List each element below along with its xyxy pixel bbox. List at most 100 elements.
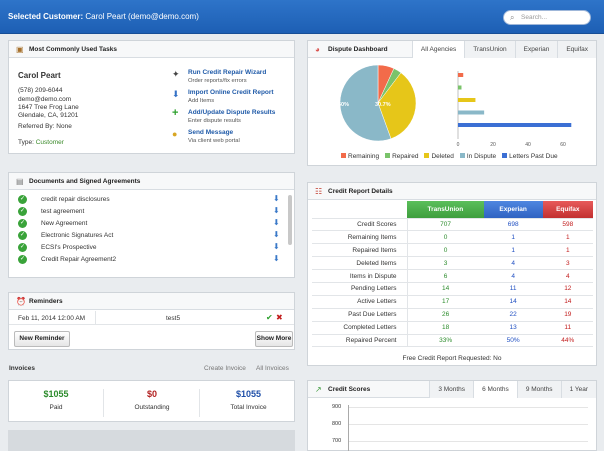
document-name[interactable]: ECSI's Prospective: [41, 244, 97, 251]
tab-3-months[interactable]: 3 Months: [429, 381, 474, 398]
score-tick-900: 900: [332, 404, 342, 410]
tasks-panel: ▣ Most Commonly Used Tasks Carol Peart (…: [8, 40, 295, 154]
customer-type: Type: Customer: [18, 139, 64, 146]
table-row: Deleted Items 3 4 3: [312, 256, 593, 271]
tab-equifax[interactable]: Equifax: [557, 41, 596, 58]
download-icon[interactable]: ⬇: [273, 218, 280, 227]
check-icon: ✓: [18, 195, 27, 204]
tab-1-year[interactable]: 1 Year: [560, 381, 596, 398]
experian-value: 14: [483, 295, 543, 309]
download-icon[interactable]: ⬇: [273, 206, 280, 215]
equifax-value: 11: [542, 321, 593, 335]
experian-value: 11: [483, 282, 543, 296]
row-label: Active Letters: [312, 295, 408, 309]
list-item[interactable]: ✓ Electronic Signatures Act ⬇: [18, 230, 288, 243]
legend-label: Remaining: [348, 153, 380, 160]
list-item[interactable]: ✓ test agreement ⬇: [18, 206, 288, 219]
list-item[interactable]: ✓ credit repair disclosures ⬇: [18, 194, 288, 207]
search-placeholder: Search...: [521, 14, 548, 21]
row-label: Deleted Items: [312, 256, 408, 271]
check-icon: ✓: [18, 207, 27, 216]
experian-value: 1: [483, 243, 543, 258]
free-report-status: Free Credit Report Requested: No: [402, 355, 502, 362]
credit-report-title: Credit Report Details: [328, 188, 393, 195]
legend-swatch: [341, 153, 346, 158]
task-subtitle: Enter dispute results: [188, 118, 241, 124]
create-invoice-link[interactable]: Create Invoice: [204, 365, 246, 372]
row-label: Pending Letters: [312, 282, 408, 296]
dispute-charts: 50% 30.7% 0 20 40 60: [338, 64, 572, 148]
equifax-value: 44%: [542, 334, 593, 348]
complete-reminder-icon[interactable]: ✔: [266, 313, 273, 322]
invoices-title: Invoices: [9, 365, 36, 372]
total-amount: $1055: [235, 389, 262, 399]
new-reminder-button[interactable]: New Reminder: [14, 331, 70, 347]
column-experian: Experian: [483, 201, 543, 219]
download-icon[interactable]: ⬇: [273, 230, 280, 239]
download-icon[interactable]: ⬇: [273, 254, 280, 263]
plus-icon: +: [172, 107, 179, 119]
document-name[interactable]: test agreement: [41, 208, 85, 215]
tab-experian[interactable]: Experian: [514, 41, 558, 58]
document-name[interactable]: Electronic Signatures Act: [41, 232, 114, 239]
list-item[interactable]: ✓ Credit Repair Agreement2 ⬇: [18, 254, 288, 267]
documents-scrollbar[interactable]: [288, 195, 292, 245]
show-more-button[interactable]: Show More: [255, 331, 293, 347]
task-title[interactable]: Send Message: [188, 129, 234, 136]
download-icon[interactable]: ⬇: [273, 242, 280, 251]
line-chart-icon: ↗: [315, 385, 322, 394]
legend-label: Letters Past Due: [509, 153, 558, 160]
tab-all-agencies[interactable]: All Agencies: [411, 41, 465, 58]
table-row: Active Letters 17 14 14: [312, 295, 593, 309]
check-icon: ✓: [18, 219, 27, 228]
dispute-pie-chart: [339, 64, 417, 142]
pie-chart-icon: ◕: [315, 45, 320, 54]
bar-tick-label: 40: [525, 142, 531, 148]
table-row: Completed Letters 18 13 11: [312, 321, 593, 335]
score-tick-700: 700: [332, 438, 342, 444]
document-name[interactable]: New Agreement: [41, 220, 88, 227]
legend-label: Deleted: [431, 153, 454, 160]
tab-transunion[interactable]: TransUnion: [464, 41, 515, 58]
bar-axis-ticks: 0 20 40 60: [457, 142, 566, 148]
column-transunion: TransUnion: [407, 201, 484, 219]
task-title[interactable]: Add/Update Dispute Results: [188, 109, 276, 116]
transunion-value: 33%: [407, 334, 484, 348]
list-item[interactable]: ✓ New Agreement ⬇: [18, 218, 288, 231]
reminder-divider: [95, 311, 96, 325]
paid-amount: $1055: [43, 389, 69, 399]
task-title[interactable]: Run Credit Repair Wizard: [188, 69, 267, 76]
customer-email: demo@demo.com: [18, 96, 72, 103]
transunion-value: 6: [407, 269, 484, 283]
selected-customer-name[interactable]: Carol Peart (demo@demo.com): [85, 12, 199, 21]
row-label: Items in Dispute: [312, 269, 408, 283]
table-row: Items in Dispute 6 4 4: [312, 269, 593, 283]
invoice-summary: $1055 Paid $0 Outstanding $1055 Total In…: [8, 380, 295, 422]
row-label: Credit Scores: [312, 218, 408, 232]
bar-remaining: [458, 73, 464, 77]
customer-address-line1: 1647 Tree Frog Lane: [18, 104, 79, 111]
task-title[interactable]: Import Online Credit Report: [188, 89, 274, 96]
table-row: Credit Scores 707 698 598: [312, 218, 593, 232]
documents-panel: ▤ Documents and Signed Agreements ✓ credi…: [8, 172, 295, 278]
score-grid-800: [348, 424, 588, 425]
list-item[interactable]: ✓ ECSI's Prospective ⬇: [18, 242, 288, 255]
tasks-panel-header: ▣ Most Commonly Used Tasks: [9, 41, 294, 58]
search-input[interactable]: ⌕ Search...: [503, 10, 591, 25]
tab-6-months[interactable]: 6 Months: [473, 381, 517, 398]
score-tick-800: 800: [332, 421, 342, 427]
legend-remaining: Remaining: [341, 153, 379, 160]
download-icon[interactable]: ⬇: [273, 194, 280, 203]
equifax-value: 1: [542, 230, 593, 245]
equifax-value: 3: [542, 256, 593, 271]
transunion-value: 26: [407, 308, 484, 322]
transunion-value: 0: [407, 230, 484, 245]
outstanding-amount: $0: [146, 389, 157, 399]
document-name[interactable]: Credit Repair Agreement2: [41, 256, 117, 263]
document-name[interactable]: credit repair disclosures: [41, 196, 110, 203]
tab-9-months[interactable]: 9 Months: [516, 381, 561, 398]
all-invoices-link[interactable]: All Invoices: [256, 365, 289, 372]
score-grid-900: [348, 407, 588, 408]
delete-reminder-icon[interactable]: ✖: [276, 313, 283, 322]
dispute-dashboard-header: ◕ Dispute Dashboard All Agencies TransUn…: [308, 41, 596, 58]
